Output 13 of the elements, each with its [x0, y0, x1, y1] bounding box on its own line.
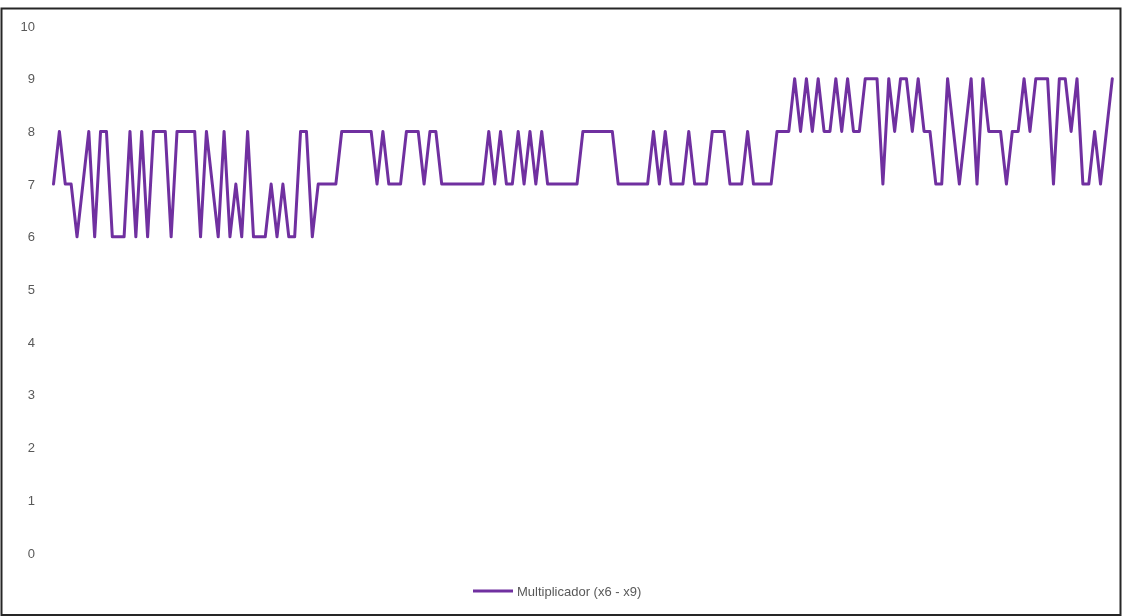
- y-tick-label: 9: [27, 71, 35, 87]
- y-tick-label: 10: [20, 18, 35, 34]
- y-tick-label: 8: [27, 123, 35, 139]
- y-tick-label: 7: [27, 176, 35, 192]
- y-tick-label: 5: [27, 282, 35, 297]
- y-tick-label: 6: [27, 229, 35, 245]
- legend-label: Multiplicador (x6 - x9): [517, 583, 642, 599]
- y-tick-label: 0: [27, 545, 35, 561]
- y-tick-label: 1: [27, 492, 35, 508]
- y-tick-label: 4: [27, 334, 35, 350]
- line-series: [52, 77, 1114, 239]
- y-tick-label: 3: [27, 387, 35, 403]
- y-tick-label: 2: [27, 440, 35, 456]
